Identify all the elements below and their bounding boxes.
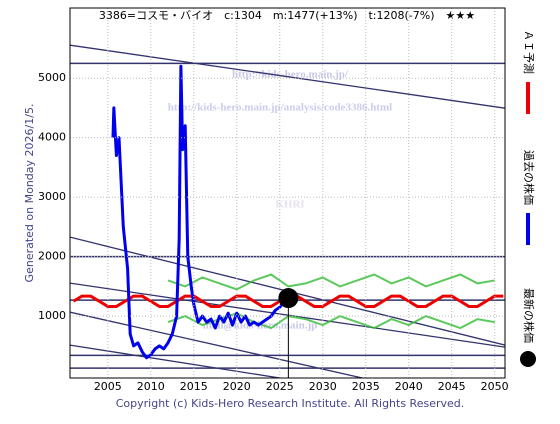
x-tick-label: 2040	[395, 380, 423, 393]
y-tick-label: 3000	[38, 190, 66, 203]
forecast-band	[167, 273, 495, 291]
footer: Copyright (c) Kids-Hero Research Institu…	[116, 397, 465, 410]
legend-label: ＡＩ予測	[522, 30, 536, 74]
x-tick-label: 2010	[137, 380, 165, 393]
x-tick-label: 2015	[180, 380, 208, 393]
side-note: Generated on Monday 2026/1/5.	[23, 104, 36, 283]
x-tick-label: 2020	[223, 380, 251, 393]
trend-line	[70, 311, 363, 378]
y-tick-label: 2000	[38, 250, 66, 263]
x-tick-label: 2005	[94, 380, 122, 393]
chart-title: 3386=コスモ・バイオ c:1304 m:1477(+13%) t:1208(…	[99, 9, 475, 22]
plot-frame	[69, 7, 506, 379]
x-tick-label: 2025	[266, 380, 294, 393]
y-tick-label: 4000	[38, 131, 66, 144]
x-tick-label: 2035	[352, 380, 380, 393]
series-line	[111, 64, 286, 360]
legend-label: 過去の株価	[522, 150, 536, 205]
latest-point	[278, 288, 299, 309]
x-tick-label: 2045	[438, 380, 466, 393]
trend-line	[70, 282, 505, 348]
trend-line	[70, 44, 505, 109]
legend-swatch	[520, 351, 536, 367]
y-tick-label: 1000	[38, 309, 66, 322]
x-tick-label: 2030	[309, 380, 337, 393]
x-tick-label: 2050	[481, 380, 509, 393]
trend-line	[70, 344, 280, 378]
y-tick-label: 5000	[38, 71, 66, 84]
plot: http://kids-hero.main.jp/http://kids-her…	[70, 44, 505, 378]
legend-label: 最新の株価	[522, 288, 536, 343]
watermark: http://kids-hero.main.jp/	[232, 69, 349, 81]
watermark: KHRI	[275, 199, 304, 211]
